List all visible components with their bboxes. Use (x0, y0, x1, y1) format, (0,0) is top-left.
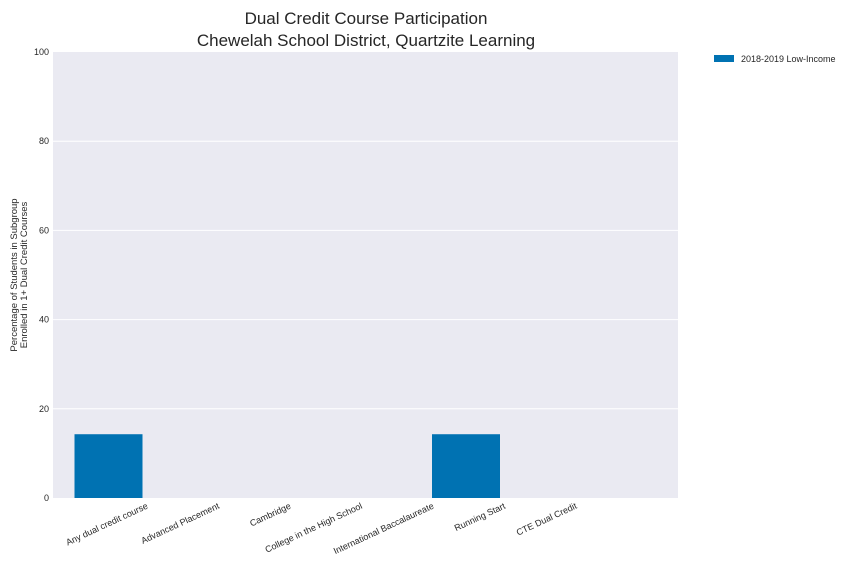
y-tick-label: 60 (39, 225, 49, 235)
chart-title-line-2: Chewelah School District, Quartzite Lear… (197, 31, 535, 50)
y-tick-label: 20 (39, 404, 49, 414)
legend-label: 2018-2019 Low-Income (741, 54, 836, 64)
legend: 2018-2019 Low-Income (714, 54, 836, 64)
grid-lines (53, 140, 678, 410)
legend-swatch (714, 55, 734, 62)
y-tick-label: 40 (39, 315, 49, 325)
x-tick-label: Advanced Placement (140, 501, 222, 546)
y-tick-label: 80 (39, 136, 49, 146)
x-tick-label: Any dual credit course (64, 501, 149, 548)
y-tick-label: 100 (34, 47, 49, 57)
y-tick-labels: 0 20 40 60 80 100 (34, 47, 49, 503)
bar (74, 434, 143, 498)
chart-title-line-1: Dual Credit Course Participation (245, 9, 488, 28)
bar-series (74, 434, 500, 498)
x-tick-label: Cambridge (248, 501, 292, 529)
y-tick-label: 0 (44, 493, 49, 503)
y-axis-label-line-1: Percentage of Students in Subgroup (9, 198, 20, 351)
y-axis-label: Percentage of Students in Subgroup Enrol… (9, 198, 30, 351)
plot-area (53, 52, 678, 498)
x-tick-label: CTE Dual Credit (515, 501, 579, 538)
bar (432, 434, 500, 498)
y-axis-label-line-2: Enrolled in 1+ Dual Credit Courses (19, 201, 30, 348)
x-tick-label: Running Start (453, 501, 508, 534)
